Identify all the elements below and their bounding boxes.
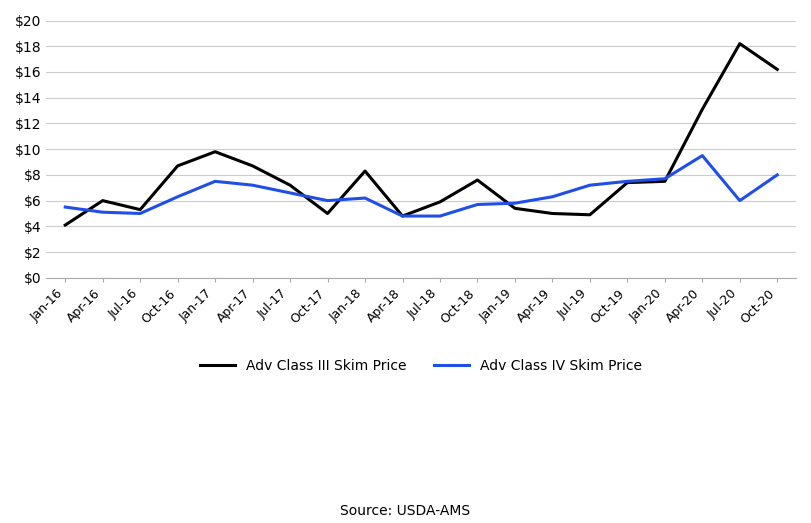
Adv Class III Skim Price bbox=[210, 149, 220, 155]
Adv Class IV Skim Price bbox=[135, 210, 145, 217]
Adv Class IV Skim Price bbox=[436, 213, 445, 219]
Adv Class III Skim Price bbox=[360, 168, 370, 174]
Text: Source: USDA-AMS: Source: USDA-AMS bbox=[341, 504, 470, 518]
Adv Class IV Skim Price bbox=[60, 204, 70, 210]
Line: Adv Class IV Skim Price: Adv Class IV Skim Price bbox=[65, 155, 777, 216]
Adv Class IV Skim Price bbox=[585, 182, 594, 188]
Legend: Adv Class III Skim Price, Adv Class IV Skim Price: Adv Class III Skim Price, Adv Class IV S… bbox=[195, 354, 648, 379]
Adv Class III Skim Price bbox=[585, 212, 594, 218]
Adv Class IV Skim Price bbox=[660, 176, 670, 182]
Adv Class III Skim Price bbox=[135, 207, 145, 213]
Adv Class IV Skim Price bbox=[772, 172, 782, 178]
Adv Class III Skim Price bbox=[323, 210, 333, 217]
Adv Class IV Skim Price bbox=[547, 194, 557, 200]
Adv Class IV Skim Price bbox=[473, 201, 483, 208]
Adv Class III Skim Price bbox=[247, 163, 257, 169]
Adv Class III Skim Price bbox=[735, 40, 744, 47]
Adv Class IV Skim Price bbox=[285, 190, 295, 196]
Adv Class III Skim Price bbox=[173, 163, 182, 169]
Adv Class IV Skim Price bbox=[98, 209, 108, 215]
Adv Class III Skim Price bbox=[98, 198, 108, 204]
Adv Class III Skim Price bbox=[772, 66, 782, 73]
Adv Class III Skim Price bbox=[697, 106, 707, 112]
Adv Class IV Skim Price bbox=[397, 213, 407, 219]
Adv Class III Skim Price bbox=[660, 178, 670, 185]
Adv Class IV Skim Price bbox=[360, 195, 370, 201]
Adv Class III Skim Price bbox=[547, 210, 557, 217]
Adv Class IV Skim Price bbox=[323, 198, 333, 204]
Adv Class IV Skim Price bbox=[247, 182, 257, 188]
Adv Class IV Skim Price bbox=[510, 200, 520, 207]
Adv Class IV Skim Price bbox=[697, 152, 707, 158]
Adv Class III Skim Price bbox=[623, 179, 633, 186]
Adv Class IV Skim Price bbox=[173, 194, 182, 200]
Adv Class IV Skim Price bbox=[210, 178, 220, 185]
Adv Class III Skim Price bbox=[285, 182, 295, 188]
Adv Class III Skim Price bbox=[510, 205, 520, 211]
Adv Class III Skim Price bbox=[60, 222, 70, 228]
Adv Class IV Skim Price bbox=[735, 198, 744, 204]
Adv Class IV Skim Price bbox=[623, 178, 633, 185]
Line: Adv Class III Skim Price: Adv Class III Skim Price bbox=[65, 43, 777, 225]
Adv Class III Skim Price bbox=[473, 177, 483, 183]
Adv Class III Skim Price bbox=[397, 213, 407, 219]
Adv Class III Skim Price bbox=[436, 199, 445, 205]
